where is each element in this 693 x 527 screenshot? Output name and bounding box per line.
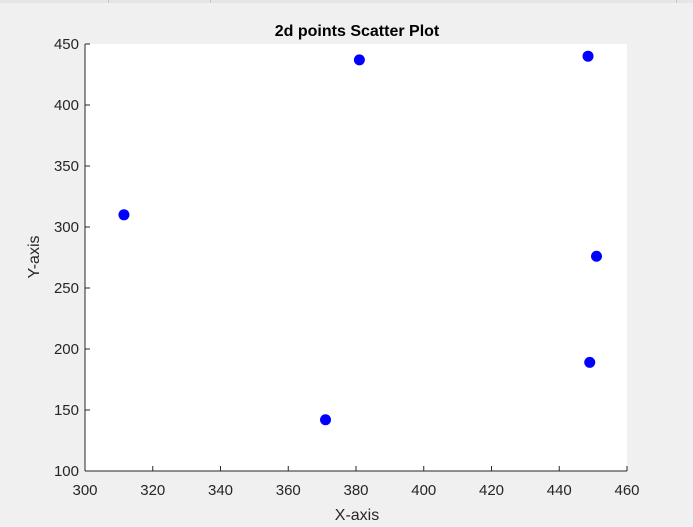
x-tick-label: 300 — [72, 482, 97, 499]
scatter-point — [591, 250, 603, 262]
x-axis-label: X-axis — [335, 507, 379, 524]
y-tick-label: 250 — [54, 280, 79, 297]
scatter-point — [353, 54, 365, 66]
scatter-point — [320, 414, 332, 426]
figure-toolbar-strip — [0, 0, 693, 3]
x-tick-label: 420 — [479, 482, 504, 499]
y-tick-label: 150 — [54, 402, 79, 419]
scatter-point — [582, 50, 594, 62]
x-tick-label: 400 — [411, 482, 436, 499]
scatter-point — [584, 356, 596, 368]
x-tick-label: 440 — [547, 482, 572, 499]
x-tick-label: 460 — [614, 482, 639, 499]
y-tick-label: 200 — [54, 341, 79, 358]
toolbar-separator — [108, 0, 109, 3]
x-tick-label: 340 — [208, 482, 233, 499]
scatter-point — [118, 209, 130, 221]
y-tick-label: 300 — [54, 219, 79, 236]
data-points — [118, 50, 603, 426]
axes-area — [85, 44, 627, 471]
y-tick-label: 450 — [54, 36, 79, 53]
chart-title: 2d points Scatter Plot — [275, 23, 440, 40]
x-ticks: 300 320 340 360 380 400 420 440 460 — [72, 466, 640, 499]
x-tick-label: 360 — [276, 482, 301, 499]
y-tick-label: 350 — [54, 158, 79, 175]
toolbar-separator — [676, 0, 677, 3]
y-ticks: 100 150 200 250 300 350 400 450 — [54, 36, 90, 480]
x-tick-label: 380 — [343, 482, 368, 499]
y-tick-label: 400 — [54, 97, 79, 114]
y-tick-label: 100 — [54, 463, 79, 480]
x-tick-label: 320 — [140, 482, 165, 499]
toolbar-separator — [210, 0, 211, 3]
y-axis-label: Y-axis — [26, 236, 43, 279]
